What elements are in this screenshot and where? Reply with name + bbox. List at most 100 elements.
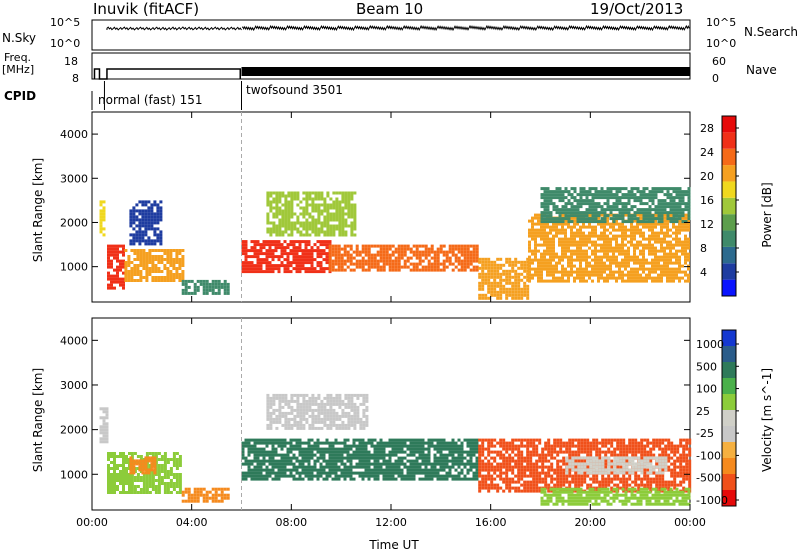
power-cell bbox=[508, 278, 512, 282]
velocity-cell bbox=[262, 441, 266, 445]
power-cell bbox=[585, 193, 589, 197]
power-cell bbox=[624, 252, 627, 256]
power-cell bbox=[573, 243, 576, 247]
power-cell bbox=[663, 222, 666, 226]
velocity-cell bbox=[463, 450, 467, 454]
velocity-cell bbox=[361, 465, 365, 469]
power-cell bbox=[412, 244, 416, 248]
power-cell bbox=[205, 282, 209, 286]
power-cell bbox=[520, 287, 524, 291]
power-cell bbox=[582, 279, 585, 283]
velocity-cell bbox=[166, 476, 170, 479]
power-cell bbox=[651, 258, 654, 262]
power-cell bbox=[675, 190, 679, 194]
velocity-cell bbox=[116, 485, 119, 488]
power-cell bbox=[287, 221, 291, 225]
velocity-cell bbox=[406, 477, 410, 481]
power-cell bbox=[672, 202, 676, 206]
power-cell bbox=[570, 193, 574, 197]
power-cell bbox=[666, 211, 670, 215]
power-cell bbox=[355, 247, 359, 251]
velocity-cell bbox=[445, 477, 449, 481]
power-cell bbox=[681, 211, 685, 215]
velocity-cell bbox=[313, 474, 317, 478]
power-cell bbox=[639, 240, 642, 244]
power-cell bbox=[579, 187, 583, 191]
power-cell bbox=[122, 265, 125, 269]
power-cell bbox=[549, 193, 553, 197]
power-cell bbox=[514, 260, 518, 264]
power-cell bbox=[144, 203, 148, 207]
velocity-cell bbox=[391, 450, 395, 454]
power-cell bbox=[181, 270, 185, 273]
velocity-cell bbox=[138, 459, 142, 463]
velocity-cell bbox=[283, 444, 287, 448]
power-cell bbox=[284, 227, 288, 231]
velocity-cell bbox=[320, 411, 324, 415]
power-cell bbox=[415, 247, 419, 251]
power-cell bbox=[278, 227, 282, 231]
power-cell bbox=[526, 266, 530, 270]
velocity-cell bbox=[496, 453, 500, 457]
power-cell bbox=[337, 256, 341, 260]
velocity-cell bbox=[208, 490, 212, 494]
velocity-cell bbox=[323, 423, 327, 427]
velocity-cell bbox=[298, 444, 302, 448]
velocity-cell bbox=[469, 477, 473, 481]
power-cell bbox=[199, 279, 203, 283]
power-cell bbox=[144, 218, 148, 222]
velocity-cell bbox=[359, 417, 363, 421]
power-cell bbox=[205, 288, 209, 292]
power-cell bbox=[591, 193, 595, 197]
power-cell bbox=[579, 228, 582, 232]
velocity-cell bbox=[353, 393, 357, 397]
velocity-cell bbox=[347, 396, 351, 400]
power-cell bbox=[669, 240, 672, 244]
power-cell bbox=[549, 217, 553, 221]
power-cell bbox=[561, 193, 565, 197]
power-cell bbox=[594, 234, 597, 238]
power-cell bbox=[654, 261, 657, 265]
velocity-cell bbox=[305, 411, 309, 415]
power-cell bbox=[382, 253, 386, 257]
power-cell bbox=[332, 212, 336, 216]
velocity-cell bbox=[308, 426, 312, 430]
power-cell bbox=[151, 279, 155, 282]
power-cell bbox=[335, 203, 339, 207]
power-cell bbox=[278, 209, 282, 213]
velocity-cell bbox=[334, 438, 338, 442]
power-cell bbox=[588, 187, 592, 191]
velocity-cell bbox=[316, 477, 320, 481]
power-cell bbox=[278, 218, 282, 222]
velocity-cell bbox=[144, 465, 148, 469]
velocity-cell bbox=[352, 444, 356, 448]
power-cell bbox=[687, 202, 691, 206]
power-cell bbox=[341, 221, 345, 225]
velocity-cell bbox=[105, 431, 109, 435]
power-cell bbox=[110, 265, 113, 269]
velocity-cell bbox=[151, 473, 155, 476]
power-cell bbox=[681, 214, 685, 218]
velocity-cell bbox=[604, 441, 608, 445]
power-cell bbox=[266, 203, 270, 207]
velocity-cell bbox=[406, 465, 410, 469]
power-cell bbox=[606, 252, 609, 256]
power-cell bbox=[642, 261, 645, 265]
power-cell bbox=[552, 234, 555, 238]
power-cell bbox=[669, 187, 673, 191]
power-cell bbox=[439, 268, 443, 272]
power-cell bbox=[320, 230, 324, 234]
velocity-cell bbox=[365, 414, 369, 418]
velocity-cell bbox=[323, 411, 327, 415]
power-cell bbox=[329, 230, 333, 234]
velocity-cell bbox=[433, 465, 437, 469]
velocity-cell bbox=[274, 441, 278, 445]
power-cell bbox=[615, 270, 618, 274]
power-cell bbox=[585, 208, 589, 212]
power-cell bbox=[169, 264, 173, 267]
velocity-cell bbox=[347, 423, 351, 427]
velocity-cell bbox=[125, 461, 128, 464]
power-cell bbox=[278, 212, 282, 216]
power-cell bbox=[684, 279, 687, 283]
power-cell bbox=[400, 265, 404, 269]
